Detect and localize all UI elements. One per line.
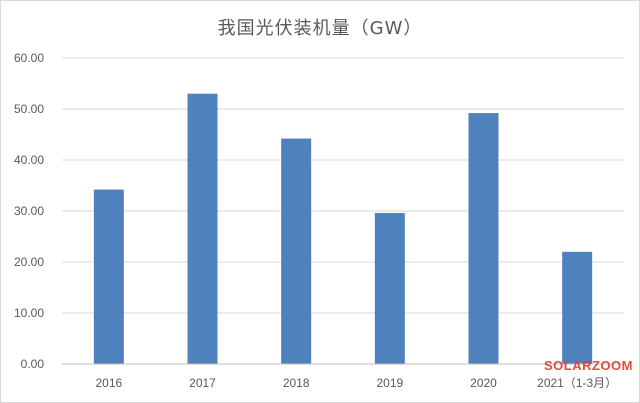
bar-1 — [93, 189, 124, 364]
x-tick-label: 2021（1-3月） — [537, 376, 617, 390]
x-tick-label: 2019 — [376, 376, 403, 390]
grid-lines — [62, 57, 624, 314]
chart-title: 我国光伏装机量（GW） — [217, 18, 423, 39]
bar-3 — [281, 138, 312, 364]
x-tick-label: 2016 — [95, 376, 122, 390]
y-tick-label: 10.00 — [14, 306, 44, 320]
x-tick-label: 2017 — [189, 376, 216, 390]
bar-6 — [562, 251, 593, 364]
y-axis-ticks: 0.00 10.00 20.00 30.00 40.00 50.00 60.00 — [14, 51, 44, 371]
y-tick-label: 60.00 — [14, 51, 44, 65]
x-tick-label: 2018 — [283, 376, 310, 390]
bar-4 — [374, 213, 405, 364]
bars — [93, 93, 593, 364]
y-tick-label: 0.00 — [21, 357, 45, 371]
y-tick-label: 40.00 — [14, 153, 44, 167]
x-axis-ticks: 2016 2017 2018 2019 2020 2021（1-3月） — [95, 376, 617, 390]
y-tick-label: 20.00 — [14, 255, 44, 269]
watermark-logo: SOLARZOOM — [544, 358, 633, 373]
bar-5 — [468, 113, 499, 364]
y-tick-label: 30.00 — [14, 204, 44, 218]
y-tick-label: 50.00 — [14, 102, 44, 116]
bar-2 — [187, 93, 218, 364]
x-tick-label: 2020 — [470, 376, 497, 390]
